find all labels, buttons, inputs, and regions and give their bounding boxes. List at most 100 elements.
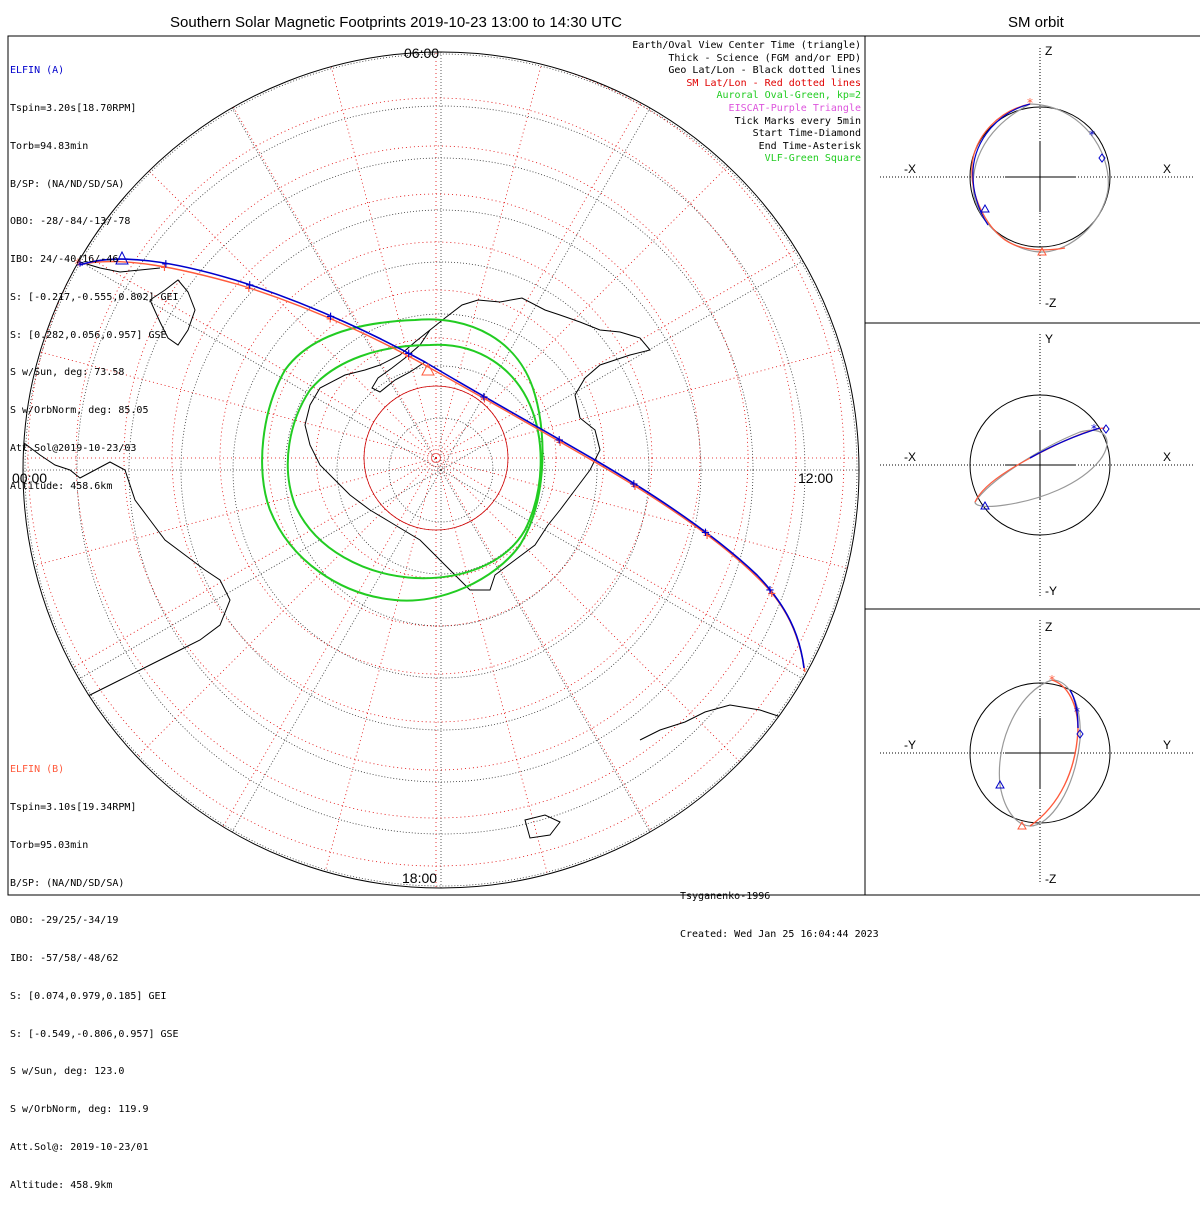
map-boundary <box>22 51 860 889</box>
antarctic-peninsula <box>371 329 431 393</box>
elfin-a-tick: + <box>405 346 413 362</box>
geo-latitude-circle <box>24 53 858 887</box>
elfin-b-line: Torb=95.03min <box>10 839 89 851</box>
elfin-a-info: ELFIN (A) Tspin=3.20s[18.70RPM] Torb=94.… <box>10 40 179 506</box>
elfin-b-line: S w/OrbNorm, deg: 119.9 <box>10 1104 149 1116</box>
time-label-18: 18:00 <box>402 870 438 886</box>
geo-latlon-grid <box>23 52 859 888</box>
elfin-b-line: S: [-0.549,-0.806,0.957] GSE <box>10 1028 179 1040</box>
time-label-12: 12:00 <box>798 470 834 486</box>
elfin-b-line: OBO: -29/25/-34/19 <box>10 915 119 927</box>
legend-item: Start Time-Diamond <box>752 128 861 140</box>
sm-longitude-line <box>135 52 437 459</box>
sm-longitude-line <box>435 302 859 459</box>
svg-text:*: * <box>1073 705 1080 719</box>
time-label-00: 00:00 <box>12 470 48 486</box>
auroral-oval-outer <box>261 318 544 602</box>
svg-text:*: * <box>1026 96 1033 110</box>
sm-longitude-line <box>435 457 592 888</box>
plot-canvas: ++++++++++++++++++ * * * * * <box>7 35 1200 896</box>
panel2-top-label: Y <box>1045 332 1054 346</box>
auroral-oval-inner <box>286 343 542 580</box>
elfin-a-end-asterisk: * <box>76 259 84 275</box>
elfin-a-tick: + <box>326 309 334 325</box>
sm-longitude-line <box>280 52 437 459</box>
geo-longitude-line <box>225 97 442 471</box>
legend: Earth/Oval View Center Time (triangle) T… <box>632 40 861 166</box>
sm-longitude-line <box>435 457 859 759</box>
elfin-a-name: ELFIN (A) <box>10 65 65 77</box>
elfin-b-tick: + <box>480 392 488 408</box>
elfin-a-tick: + <box>245 278 253 294</box>
elfin-b-view-center-triangle <box>421 362 435 376</box>
geo-longitude-line <box>225 469 442 843</box>
elfin-a-line: S w/OrbNorm, deg: 85.05 <box>10 405 149 417</box>
elfin-b-line: S w/Sun, deg: 123.0 <box>10 1066 125 1078</box>
panel1-bottom-label: -Z <box>1045 296 1057 310</box>
elfin-b-line: IBO: -57/58/-48/62 <box>10 953 119 965</box>
legend-item: SM Lat/Lon - Red dotted lines <box>686 77 861 89</box>
elfin-a-line: OBO: -28/-84/-13/-78 <box>10 216 131 228</box>
legend-item: Auroral Oval-Green, kp=2 <box>716 90 862 102</box>
elfin-b-footprint-track <box>77 260 806 673</box>
model-label: Tsyganenko-1996 <box>680 891 771 903</box>
sm-longitude-line <box>23 302 437 459</box>
sm-longitude-line <box>435 457 859 614</box>
elfin-b-line: Tspin=3.10s[19.34RPM] <box>10 801 137 813</box>
elfin-b-tick: + <box>160 260 168 276</box>
elfin-a-tick: + <box>480 389 488 405</box>
sm-longitude-line <box>280 457 437 888</box>
elfin-b-tick: + <box>404 349 412 365</box>
elfin-b-line: Altitude: 458.9km <box>10 1179 113 1191</box>
elfin-b-tick: + <box>245 281 253 297</box>
sm-longitude-line <box>23 157 437 459</box>
geo-longitude-line <box>440 97 657 471</box>
elfin-b-tick: + <box>703 528 711 544</box>
legend-item: Earth/Oval View Center Time (triangle) <box>632 40 861 51</box>
elfin-b-line: B/SP: (NA/ND/SD/SA) <box>10 877 125 889</box>
sm-longitude-line <box>435 457 737 888</box>
time-label-06: 06:00 <box>404 45 440 61</box>
elfin-a-line: Tspin=3.20s[18.70RPM] <box>10 102 137 114</box>
legend-item: Tick Marks every 5min <box>734 115 861 127</box>
sm-polar-circle <box>363 385 509 531</box>
elfin-a-tick: + <box>701 525 709 541</box>
map-title: Southern Solar Magnetic Footprints 2019-… <box>170 14 622 31</box>
elfin-a-footprint-track <box>79 258 805 669</box>
elfin-a-tick: + <box>162 256 170 272</box>
orbit-title: SM orbit <box>1008 14 1064 31</box>
geo-latitude-circle <box>180 209 702 731</box>
created-label: Created: Wed Jan 25 16:04:44 2023 <box>680 928 879 940</box>
sm-longitude-line <box>23 457 437 759</box>
elfin-a-line: IBO: 24/-40/16/-46 <box>10 254 119 266</box>
elfin-b-tick: + <box>631 479 639 495</box>
orbit-panel-yz: * * <box>880 620 1195 884</box>
sm-longitude-line <box>435 52 737 459</box>
panel3-left-label: -Y <box>904 738 916 752</box>
elfin-b-name: ELFIN (B) <box>10 764 65 776</box>
legend-item: Thick - Science (FGM and/or EPD) <box>668 52 861 64</box>
orbit-panel-xz: * * <box>880 48 1195 306</box>
panel2-left-label: -X <box>904 450 916 464</box>
legend-item: VLF-Green Square <box>764 153 861 165</box>
island-south <box>524 814 561 839</box>
panel3-top-label: Z <box>1045 620 1053 634</box>
sm-longitude-line <box>135 457 437 888</box>
footer: Tsyganenko-1996 Created: Wed Jan 25 16:0… <box>680 866 879 954</box>
elfin-a-line: Att.Sol@2019-10-23/03 <box>10 443 137 454</box>
panel3-right-label: Y <box>1163 738 1172 752</box>
elfin-b-info: ELFIN (B) Tspin=3.10s[19.34RPM] Torb=95.… <box>10 739 179 1205</box>
map-frame <box>7 35 866 896</box>
elfin-a-line: S: [0.282,0.056,0.957] GSE <box>10 329 167 341</box>
panel3-bottom-label: -Z <box>1045 872 1057 886</box>
elfin-b-line: Att.Sol@: 2019-10-23/01 <box>10 1142 149 1153</box>
panel2-right-label: X <box>1163 450 1172 464</box>
legend-item: End Time-Asterisk <box>758 140 861 152</box>
svg-text:*: * <box>1088 128 1095 142</box>
new-zealand-coastline <box>149 279 196 346</box>
panel1-left-label: -X <box>904 162 916 176</box>
geo-latitude-circle <box>336 365 546 575</box>
legend-item: Geo Lat/Lon - Black dotted lines <box>668 65 861 77</box>
panel2-bottom-label: -Y <box>1045 584 1057 598</box>
elfin-b-tick: + <box>326 312 334 328</box>
